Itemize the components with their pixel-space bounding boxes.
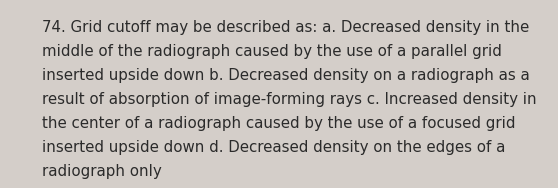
Text: the center of a radiograph caused by the use of a focused grid: the center of a radiograph caused by the… [42, 116, 516, 131]
Text: middle of the radiograph caused by the use of a parallel grid: middle of the radiograph caused by the u… [42, 44, 502, 59]
Text: inserted upside down d. Decreased density on the edges of a: inserted upside down d. Decreased densit… [42, 140, 505, 155]
Text: radiograph only: radiograph only [42, 164, 162, 179]
Text: result of absorption of image-forming rays c. Increased density in: result of absorption of image-forming ra… [42, 92, 536, 107]
Text: 74. Grid cutoff may be described as: a. Decreased density in the: 74. Grid cutoff may be described as: a. … [42, 20, 529, 35]
Text: inserted upside down b. Decreased density on a radiograph as a: inserted upside down b. Decreased densit… [42, 68, 530, 83]
